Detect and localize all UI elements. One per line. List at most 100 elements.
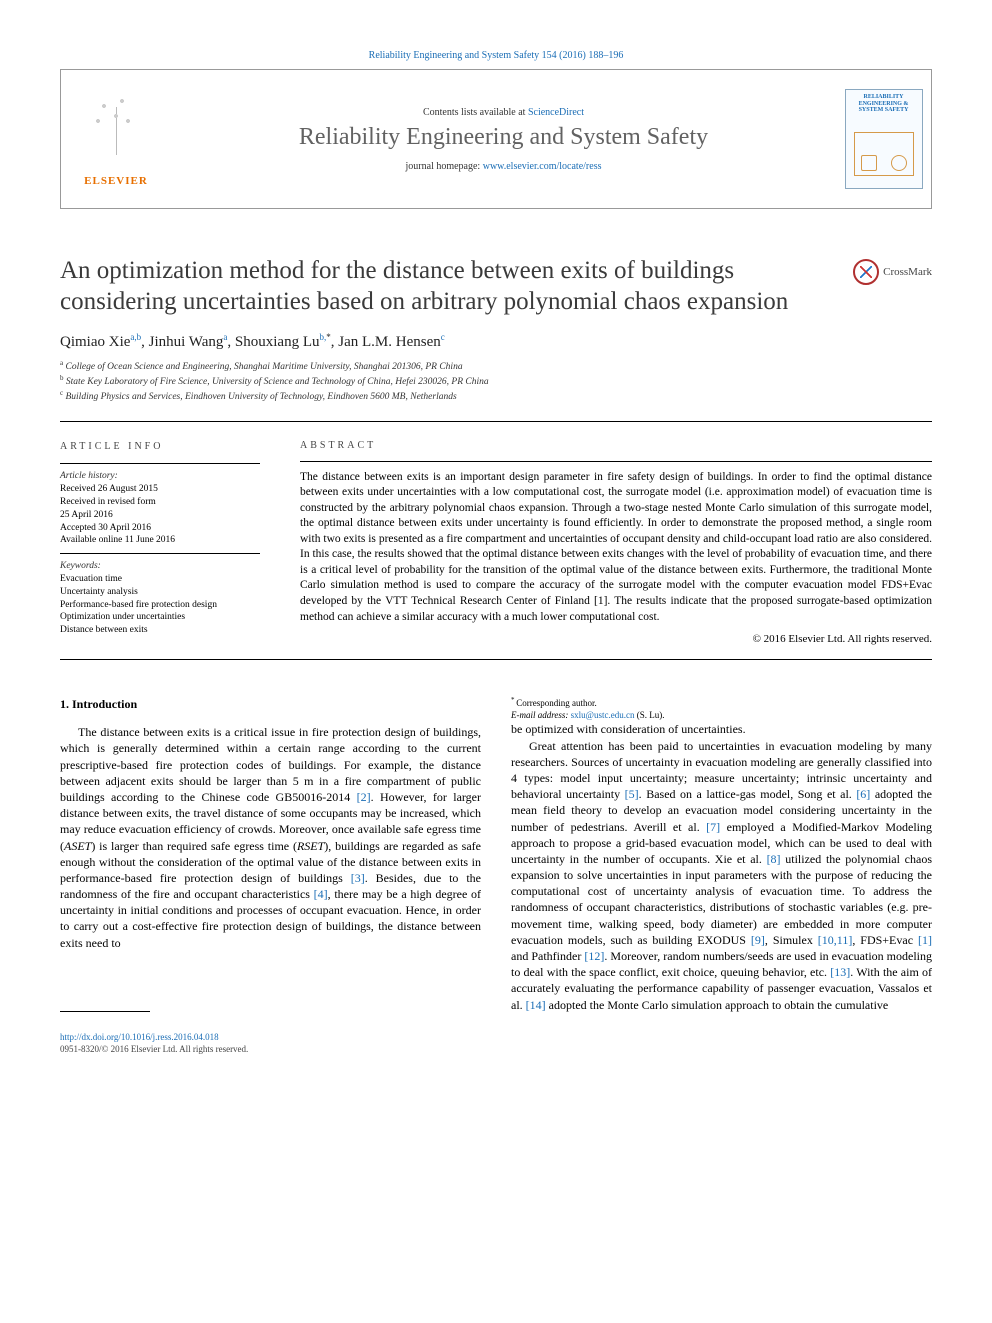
page-container: Reliability Engineering and System Safet…	[0, 0, 992, 1096]
author-3: Shouxiang Lu	[235, 334, 320, 350]
homepage-prefix: journal homepage:	[406, 161, 483, 172]
crossmark-label: CrossMark	[883, 266, 932, 278]
elsevier-logo[interactable]: ELSEVIER	[61, 70, 171, 208]
para-1: The distance between exits is a critical…	[60, 724, 481, 951]
email-label: E-mail address:	[511, 710, 571, 720]
abstract-rule	[300, 461, 932, 462]
email-note: E-mail address: sxlu@ustc.edu.cn (S. Lu)…	[511, 710, 932, 722]
email-suffix: (S. Lu).	[634, 710, 664, 720]
ref-4[interactable]: [4]	[314, 887, 328, 901]
cover-diagram-icon	[854, 132, 914, 176]
corresponding-email-link[interactable]: sxlu@ustc.edu.cn	[571, 710, 635, 720]
author-1-affil: a,b	[130, 332, 141, 342]
history-accepted: Accepted 30 April 2016	[60, 522, 260, 535]
header-box: ELSEVIER Contents lists available at Sci…	[60, 69, 932, 209]
p2-seg-k: adopted the Monte Carlo simulation appro…	[546, 998, 889, 1012]
history-received: Received 26 August 2015	[60, 483, 260, 496]
author-4: Jan L.M. Hensen	[338, 334, 440, 350]
doi-link[interactable]: http://dx.doi.org/10.1016/j.ress.2016.04…	[60, 1032, 219, 1042]
author-4-affil: c	[441, 332, 445, 342]
article-info-heading: article info	[60, 440, 260, 454]
ref-14[interactable]: [14]	[526, 998, 546, 1012]
author-3-corresponding: *	[326, 332, 331, 342]
divider-top	[60, 421, 932, 422]
affil-a-text: College of Ocean Science and Engineering…	[63, 362, 462, 372]
crossmark-badge[interactable]: CrossMark	[853, 259, 932, 285]
meta-row: article info Article history: Received 2…	[60, 440, 932, 645]
page-footer: http://dx.doi.org/10.1016/j.ress.2016.04…	[60, 1032, 932, 1055]
ref-10[interactable]: [10	[818, 933, 834, 947]
body-columns: 1. Introduction The distance between exi…	[60, 696, 932, 1014]
keywords-label: Keywords:	[60, 560, 260, 573]
keyword-4: Optimization under uncertainties	[60, 611, 260, 624]
elsevier-brand-text: ELSEVIER	[84, 175, 148, 187]
ref-2[interactable]: [2]	[357, 790, 371, 804]
p1-seg-c: ) is larger than required safe egress ti…	[91, 839, 297, 853]
cover-thumbnail: RELIABILITY ENGINEERING & SYSTEM SAFETY	[845, 89, 923, 189]
keyword-2: Uncertainty analysis	[60, 586, 260, 599]
ref-5[interactable]: [5]	[625, 787, 639, 801]
homepage-line: journal homepage: www.elsevier.com/locat…	[406, 161, 602, 172]
aset-term: ASET	[64, 839, 91, 853]
info-rule	[60, 463, 260, 464]
author-2-affil: a	[223, 332, 227, 342]
elsevier-tree-icon	[81, 91, 151, 171]
ref-13[interactable]: [13]	[830, 965, 850, 979]
affiliation-a: a College of Ocean Science and Engineeri…	[60, 359, 932, 374]
p2-seg-g: , FDS+Evac	[852, 933, 918, 947]
corr-label: Corresponding author.	[516, 698, 597, 708]
section-1-heading: 1. Introduction	[60, 696, 481, 712]
p2-seg-f: , Simulex	[765, 933, 818, 947]
ref-1[interactable]: [1]	[918, 933, 932, 947]
footnotes: * Corresponding author. E-mail address: …	[511, 696, 932, 721]
keyword-1: Evacuation time	[60, 573, 260, 586]
article-title: An optimization method for the distance …	[60, 255, 932, 318]
affiliation-b: b State Key Laboratory of Fire Science, …	[60, 374, 932, 389]
ref-7[interactable]: [7]	[706, 820, 720, 834]
issn-copyright: 0951-8320/© 2016 Elsevier Ltd. All right…	[60, 1044, 248, 1054]
ref-3[interactable]: [3]	[351, 871, 365, 885]
history-revised2: 25 April 2016	[60, 509, 260, 522]
contents-prefix: Contents lists available at	[423, 107, 528, 118]
author-1: Qimiao Xie	[60, 334, 130, 350]
abstract-block: abstract The distance between exits is a…	[300, 440, 932, 645]
affiliation-c: c Building Physics and Services, Eindhov…	[60, 389, 932, 404]
para-1-cont: be optimized with consideration of uncer…	[511, 721, 932, 737]
homepage-link[interactable]: www.elsevier.com/locate/ress	[483, 161, 602, 172]
para-2: Great attention has been paid to uncerta…	[511, 738, 932, 1013]
sciencedirect-link[interactable]: ScienceDirect	[528, 107, 584, 118]
keyword-5: Distance between exits	[60, 624, 260, 637]
abstract-copyright: © 2016 Elsevier Ltd. All rights reserved…	[300, 633, 932, 645]
affil-c-text: Building Physics and Services, Eindhoven…	[63, 393, 457, 403]
history-revised1: Received in revised form	[60, 496, 260, 509]
journal-cover[interactable]: RELIABILITY ENGINEERING & SYSTEM SAFETY	[836, 70, 931, 208]
abstract-heading: abstract	[300, 440, 932, 451]
author-2: Jinhui Wang	[149, 334, 224, 350]
ref-9[interactable]: [9]	[751, 933, 765, 947]
p2-seg-b: . Based on a lattice-gas model, Song et …	[639, 787, 857, 801]
history-label: Article history:	[60, 470, 260, 483]
ref-11[interactable]: ,11]	[834, 933, 853, 947]
history-online: Available online 11 June 2016	[60, 534, 260, 547]
authors-line: Qimiao Xiea,b, Jinhui Wanga, Shouxiang L…	[60, 332, 932, 351]
corresponding-author-note: * Corresponding author.	[511, 696, 932, 710]
p1-seg-g: be optimized with consideration of uncer…	[511, 722, 746, 736]
divider-bottom	[60, 659, 932, 660]
keyword-3: Performance-based fire protection design	[60, 599, 260, 612]
ref-8[interactable]: [8]	[767, 852, 781, 866]
journal-ref-link[interactable]: Reliability Engineering and System Safet…	[369, 50, 624, 61]
contents-line: Contents lists available at ScienceDirec…	[423, 107, 584, 118]
p2-seg-h: and Pathfinder	[511, 949, 584, 963]
article-info-block: article info Article history: Received 2…	[60, 440, 260, 645]
ref-12[interactable]: [12]	[584, 949, 604, 963]
journal-title: Reliability Engineering and System Safet…	[299, 124, 708, 151]
journal-reference: Reliability Engineering and System Safet…	[60, 50, 932, 61]
cover-title-text: RELIABILITY ENGINEERING & SYSTEM SAFETY	[848, 94, 920, 114]
crossmark-icon	[853, 259, 879, 285]
info-rule-2	[60, 553, 260, 554]
rset-term: RSET	[297, 839, 324, 853]
affiliations: a College of Ocean Science and Engineeri…	[60, 359, 932, 405]
header-center: Contents lists available at ScienceDirec…	[171, 70, 836, 208]
ref-6[interactable]: [6]	[856, 787, 870, 801]
affil-b-text: State Key Laboratory of Fire Science, Un…	[64, 377, 489, 387]
